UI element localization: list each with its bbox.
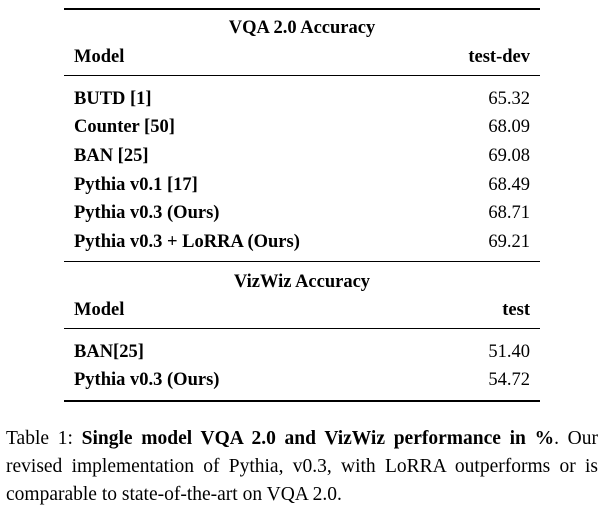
top-rule [64, 8, 540, 10]
vqa-section-title: VQA 2.0 Accuracy [228, 18, 376, 38]
caption-label: Table 1: [6, 428, 82, 449]
model-name: BUTD [1] [74, 89, 152, 109]
model-score: 69.08 [488, 146, 530, 166]
table-row: BAN [25] 69.08 [64, 144, 540, 168]
model-score: 68.49 [488, 175, 530, 195]
vqa-header-row: Model test-dev [64, 45, 540, 69]
model-name: BAN[25] [74, 342, 144, 362]
model-score: 68.71 [488, 203, 530, 223]
vizwiz-header-rule [64, 328, 540, 329]
vizwiz-section-title: VizWiz Accuracy [233, 272, 371, 292]
vqa-col-score-header: test-dev [468, 47, 530, 67]
table-row: BAN[25] 51.40 [64, 340, 540, 364]
model-name: Pythia v0.3 (Ours) [74, 370, 220, 390]
table-caption: Table 1: Single model VQA 2.0 and VizWiz… [6, 425, 598, 509]
vizwiz-header-row: Model test [64, 298, 540, 322]
caption-body: . Our revised implementation of Pythia, … [6, 428, 599, 505]
bottom-rule [64, 400, 540, 402]
model-score: 54.72 [488, 370, 530, 390]
model-score: 68.09 [488, 117, 530, 137]
model-score: 51.40 [488, 342, 530, 362]
caption-bold-title: Single model VQA 2.0 and VizWiz performa… [81, 428, 555, 449]
model-name: Pythia v0.3 + LoRRA (Ours) [74, 232, 300, 252]
table-row: Pythia v0.3 (Ours) 68.71 [64, 201, 540, 225]
vqa-col-model-header: Model [74, 47, 125, 67]
model-score: 65.32 [488, 89, 530, 109]
model-name: Counter [50] [74, 117, 175, 137]
model-name: BAN [25] [74, 146, 149, 166]
model-name: Pythia v0.1 [17] [74, 175, 198, 195]
table-row: Pythia v0.1 [17] 68.49 [64, 173, 540, 197]
model-score: 69.21 [488, 232, 530, 252]
table-row: BUTD [1] 65.32 [64, 87, 540, 111]
table-row: Pythia v0.3 + LoRRA (Ours) 69.21 [64, 230, 540, 254]
section-divider-rule [64, 261, 540, 262]
vizwiz-col-score-header: test [502, 300, 530, 320]
table-row: Counter [50] 68.09 [64, 115, 540, 139]
table-row: Pythia v0.3 (Ours) 54.72 [64, 368, 540, 392]
vqa-header-rule [64, 75, 540, 76]
model-name: Pythia v0.3 (Ours) [74, 203, 220, 223]
vizwiz-col-model-header: Model [74, 300, 125, 320]
